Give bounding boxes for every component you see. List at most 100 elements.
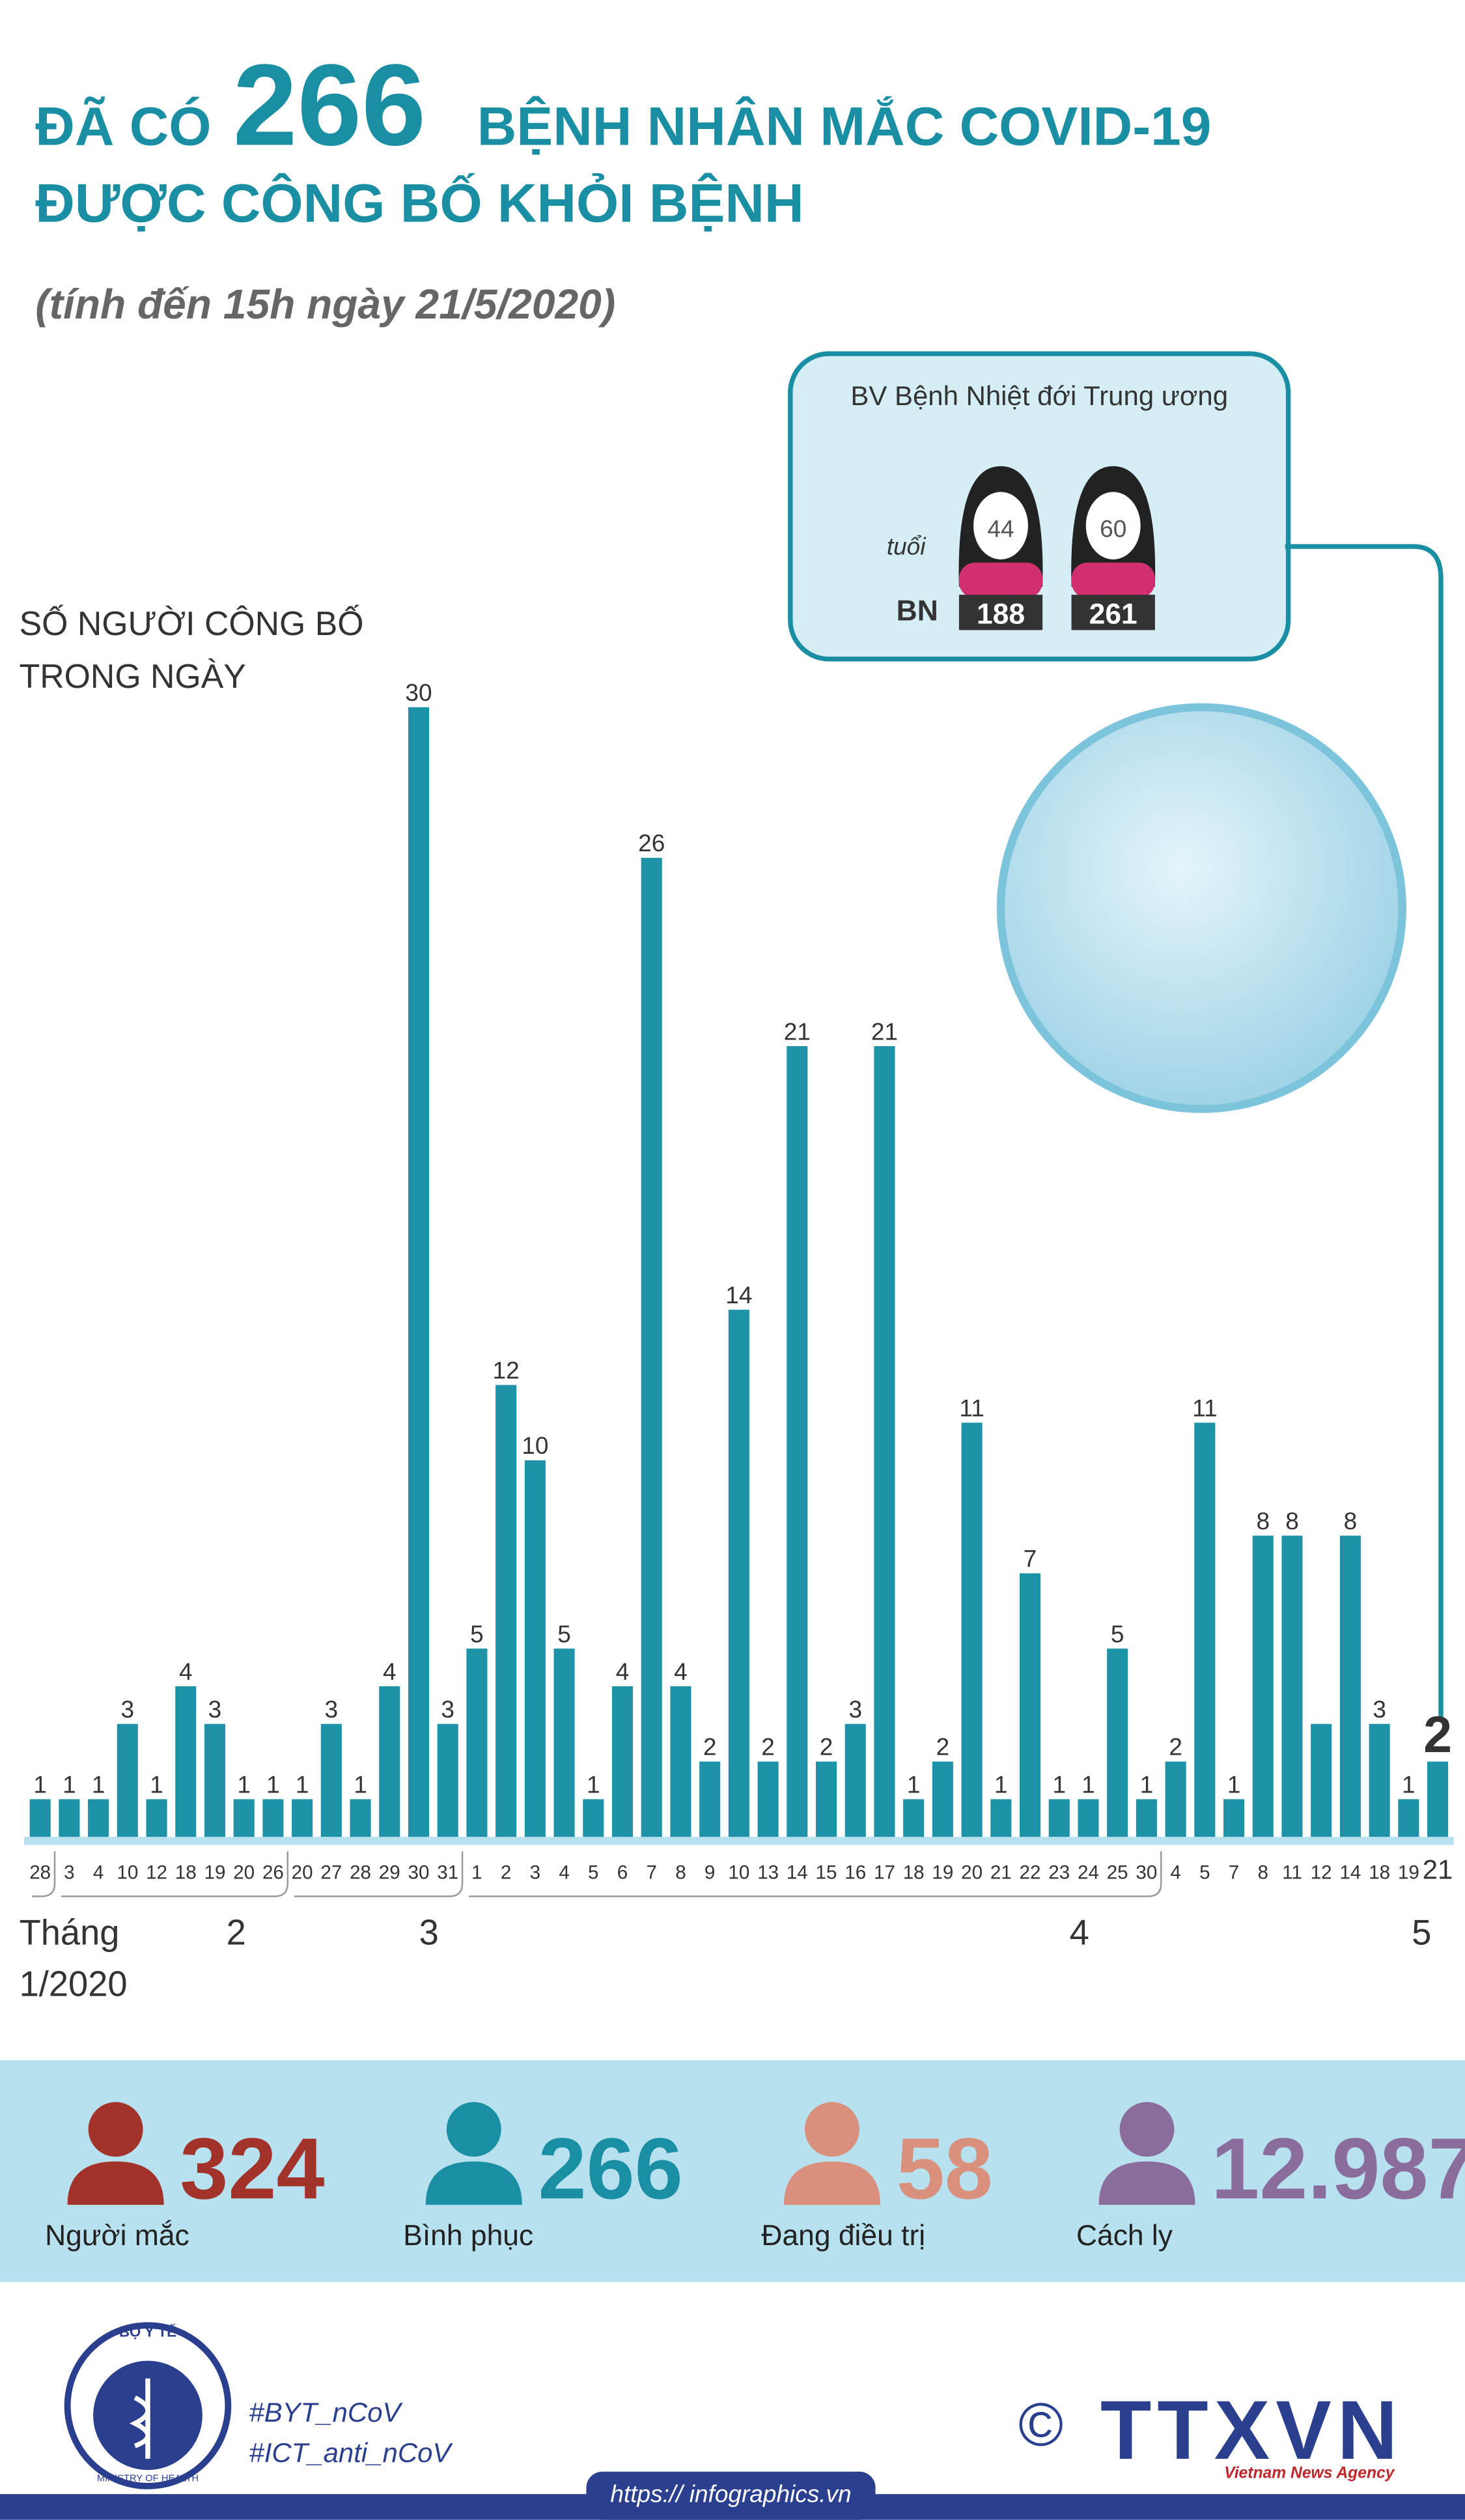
bar [844,1723,866,1837]
x-tick-label: 4 [559,1862,569,1883]
value-label: 4 [616,1658,630,1685]
agency: TTXVN [1100,2384,1397,2477]
patient-id: 188 [977,599,1025,630]
url-tab [586,2471,876,2520]
x-tick-label: 4 [1170,1862,1180,1883]
bar [146,1799,167,1837]
x-tick-label: 19 [204,1862,226,1883]
person-body [425,2161,522,2205]
x-tick-label: 13 [757,1862,779,1883]
value-label: 1 [150,1772,163,1798]
x-tick-label: 21 [1423,1854,1453,1884]
x-tick-label: 8 [675,1862,686,1883]
value-label: 8 [1285,1508,1299,1535]
bar [757,1761,779,1837]
month-label: 4 [1070,1912,1089,1952]
id-label: BN [897,595,938,627]
x-tick-label: 9 [705,1862,715,1883]
bar [379,1686,400,1837]
bar [990,1799,1012,1837]
x-tick-label: 30 [1136,1862,1157,1883]
stats-band [0,2060,1465,2282]
month-label: Tháng 1/2020 [20,1912,128,2003]
bar [495,1385,517,1837]
value-label: 1 [296,1772,309,1798]
title-prefix: ĐÃ CÓ [35,95,211,156]
bar [175,1686,197,1837]
bar [932,1761,953,1837]
x-tick-label: 12 [1311,1862,1332,1883]
stat-value: 324 [180,2120,324,2217]
x-tick-label: 10 [728,1862,749,1883]
bar [961,1423,983,1837]
x-tick-label: 20 [292,1862,313,1883]
stat-label: Người mắc [45,2220,189,2252]
stat-value: 12.987 [1211,2120,1465,2217]
x-tick-label: 2 [501,1862,511,1883]
title-line2: ĐƯỢC CÔNG BỐ KHỎI BỆNH [35,173,803,234]
x-tick-label: 31 [437,1862,458,1883]
value-label: 4 [383,1658,397,1685]
value-label: 30 [405,679,432,706]
stat-label: Đang điều trị [761,2220,925,2252]
agency-sub: Vietnam News Agency [1224,2465,1395,2482]
bar-chart: 1281314310112418319120126120327128429303… [20,679,1454,2003]
stat-value: 266 [538,2120,682,2217]
x-tick-label: 19 [1398,1862,1419,1883]
x-tick-label: 4 [93,1862,104,1883]
value-label: 1 [63,1772,76,1798]
value-label: 3 [848,1696,862,1723]
age-label: tuổi [887,533,927,559]
x-tick-label: 3 [64,1862,74,1883]
y-label: SỐ NGƯỜI CÔNG BỐ [20,604,364,642]
value-label: 1 [1402,1772,1416,1798]
bar [1019,1573,1041,1837]
value-label: 1 [994,1772,1008,1798]
month-label: 3 [419,1912,439,1952]
x-tick-label: 16 [844,1862,866,1883]
bar [815,1761,837,1837]
value-label: 14 [725,1282,752,1309]
tag: #BYT_nCoV [249,2397,403,2428]
logo-symbol [129,2378,150,2459]
x-tick-label: 19 [932,1862,953,1883]
bar [903,1799,925,1837]
x-tick-label: 29 [379,1862,400,1883]
bar [350,1799,371,1837]
value-label: 8 [1256,1508,1270,1535]
x-tick-label: 10 [117,1862,138,1883]
patient-id: 261 [1089,599,1137,630]
value-label: 1 [354,1772,367,1798]
month-separator [294,1851,464,1897]
id-box [958,595,1043,630]
value-label: 3 [121,1696,135,1723]
x-tick-label: 23 [1048,1862,1070,1883]
month-label: 5 [1412,1912,1431,1952]
bar [1194,1423,1216,1837]
copyright: © [1018,2390,1063,2459]
x-tick-label: 15 [816,1862,837,1883]
person-body [783,2161,880,2205]
bar [408,707,430,1837]
connector [1285,544,1444,1720]
x-tick-label: 25 [1107,1862,1128,1883]
x-tick-label: 20 [233,1862,255,1883]
bar [437,1723,458,1837]
value-label: 3 [441,1696,454,1723]
value-label: 7 [1024,1546,1037,1572]
month-label: 2 [227,1912,246,1952]
age: 44 [987,515,1014,542]
virus-image [996,703,1406,1113]
value-label: 1 [33,1772,47,1798]
stat-label: Cách ly [1076,2220,1173,2252]
person-head [1119,2102,1175,2157]
x-tick-label: 1 [471,1862,482,1883]
value-label: 2 [703,1734,717,1761]
bar [29,1799,51,1837]
person-head [88,2102,143,2157]
id-box [1071,595,1155,630]
x-tick-label: 17 [874,1862,895,1883]
bar [1369,1723,1390,1837]
x-tick-label: 20 [961,1862,983,1883]
